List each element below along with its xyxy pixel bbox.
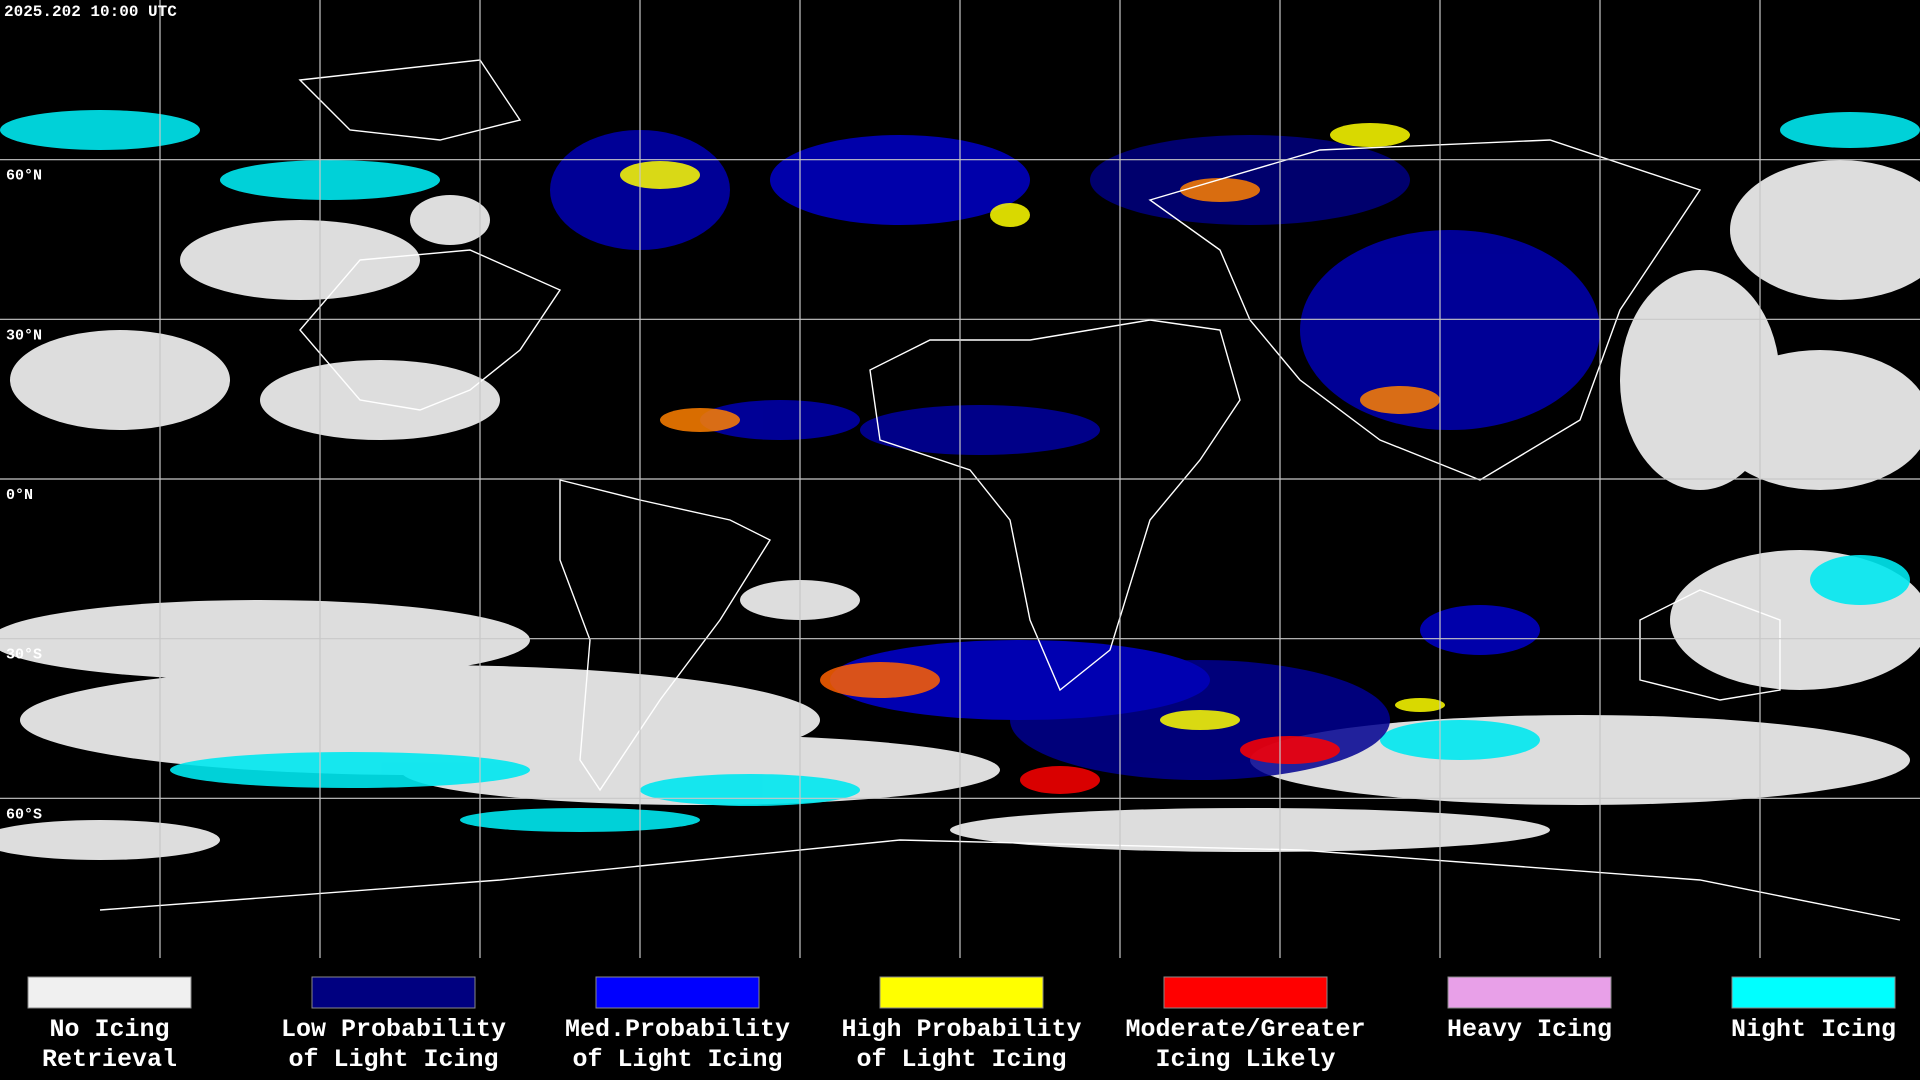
latitude-label: 60°S (6, 806, 42, 823)
legend-swatch (595, 976, 760, 1009)
legend-label: Retrieval (42, 1045, 177, 1074)
latitude-label: 60°N (6, 168, 42, 185)
legend-swatch (311, 976, 476, 1009)
cloud-fields (0, 110, 1920, 860)
legend-label: Moderate/Greater (1125, 1015, 1365, 1044)
timestamp: 2025.202 10:00 UTC (4, 3, 177, 21)
legend-swatch (1447, 976, 1612, 1009)
latitude-labels: 60°N 30°N 0°N 30°S 60°S (6, 168, 42, 824)
legend-swatch (1731, 976, 1896, 1009)
graticule (0, 0, 1920, 958)
legend-label: Med.Probability (565, 1015, 790, 1044)
legend-label: of Light Icing (572, 1045, 782, 1074)
legend-swatch (879, 976, 1044, 1009)
legend-label: Low Probability (281, 1015, 506, 1044)
legend-label: No Icing (49, 1015, 169, 1044)
legend-label: Heavy Icing (1447, 1015, 1612, 1044)
legend-swatch (1163, 976, 1328, 1009)
coastlines (99, 59, 1901, 921)
latitude-label: 30°S (6, 647, 42, 664)
legend-label: Icing Likely (1155, 1045, 1335, 1074)
legend-label: of Light Icing (856, 1045, 1066, 1074)
latitude-label: 30°N (6, 327, 42, 344)
legend-swatch (27, 976, 192, 1009)
legend-label: High Probability (841, 1015, 1081, 1044)
latitude-label: 0°N (6, 487, 33, 504)
legend-label: of Light Icing (288, 1045, 498, 1074)
legend-label: Night Icing (1731, 1015, 1896, 1044)
